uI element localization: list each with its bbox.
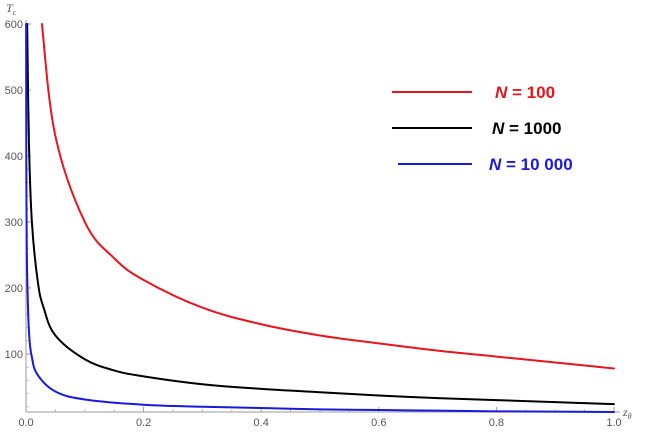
y-tick-label: 100 [5, 349, 23, 361]
x-tick-label: 0.4 [254, 417, 269, 429]
series-line-3 [25, 23, 615, 413]
y-tick-label: 300 [5, 217, 23, 229]
x-tick-label: 0.0 [18, 417, 33, 429]
x-tick-label: 0.6 [371, 417, 386, 429]
legend-label-1: N = 100 [495, 83, 555, 102]
legend-label-2: N = 1000 [492, 119, 561, 138]
legend-label-variable: N [492, 119, 505, 138]
y-tick-label: 500 [5, 85, 23, 97]
y-axis-label: Tc [6, 1, 17, 17]
legend-label-variable: N [489, 155, 502, 174]
series-layer [25, 23, 615, 413]
y-tick-label: 200 [5, 283, 23, 295]
legend-label-3: N = 10 000 [489, 155, 573, 174]
x-tick-label: 0.2 [136, 417, 151, 429]
y-tick-label: 600 [5, 19, 23, 31]
y-axis-label-subscript: c [13, 8, 17, 17]
x-tick-label: 1.0 [606, 417, 621, 429]
x-tick-label: 0.8 [489, 417, 504, 429]
legend-label-value: = 10 000 [501, 155, 572, 174]
series-line-1 [40, 23, 615, 370]
ticks: 0.0 0.2 0.4 0.6 0.8 1.0 100 200 300 400 500 600 [5, 19, 622, 429]
x-axis-label: zθ [622, 405, 632, 421]
axes: Tc zθ [6, 1, 632, 421]
y-tick-label: 400 [5, 151, 23, 163]
legend-label-value: = 100 [507, 83, 555, 102]
x-axis-label-subscript: θ [628, 412, 632, 421]
series-line-2 [26, 23, 615, 406]
legend-label-variable: N [495, 83, 508, 102]
legend-label-value: = 1000 [504, 119, 561, 138]
